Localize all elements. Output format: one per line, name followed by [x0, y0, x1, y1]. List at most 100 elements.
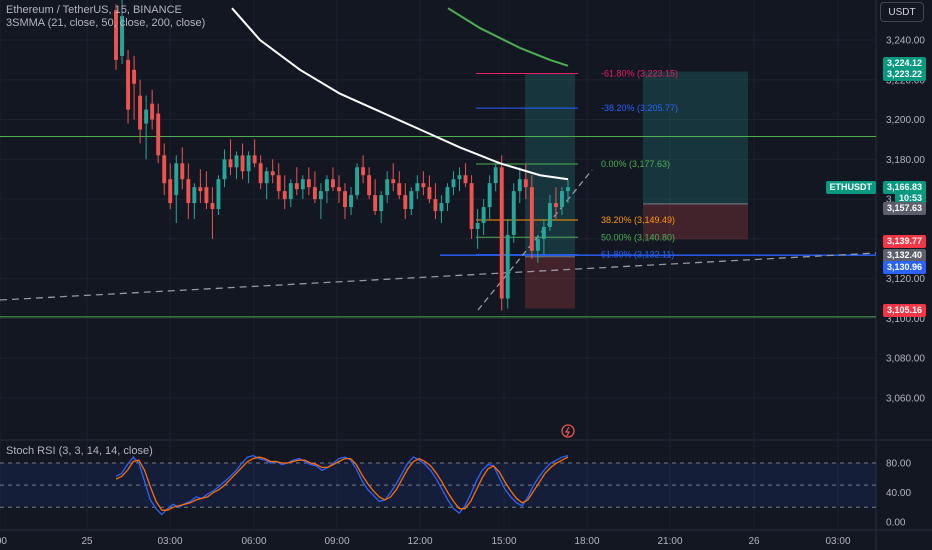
candle-down — [276, 175, 281, 192]
candle-up — [379, 195, 384, 212]
price-axis: 3,240.003,220.003,200.003,180.003,160.00… — [886, 36, 925, 405]
price-tick-label: 3,240.00 — [886, 36, 925, 47]
candle-down — [294, 183, 299, 190]
candle-up — [144, 109, 149, 124]
time-tick-label: 03:00 — [825, 536, 850, 547]
time-tick-label: 09:00 — [324, 536, 349, 547]
countdown-label: 10:53 — [894, 192, 926, 205]
fibonacci-retracement: -61.80% (3,223.15) -38.20% (3,205.77) 0.00… — [476, 69, 678, 260]
candle-up — [439, 203, 444, 212]
sma-200-line — [447, 7, 569, 67]
candle-up — [324, 179, 329, 192]
candle-down — [210, 203, 215, 210]
time-tick-label: 26 — [748, 536, 760, 547]
time-tick-label: 25 — [81, 536, 93, 547]
candle-up — [349, 195, 353, 208]
chart-title: Ethereum / TetherUS, 15, BINANCE — [6, 4, 182, 16]
gray-price-label: 3,132.40 — [882, 249, 926, 262]
candle-down — [403, 195, 408, 210]
fib-level-label: -61.80% (3,223.15) — [601, 69, 678, 79]
last-price-label: 3,166.83 — [882, 181, 926, 194]
candle-up — [487, 183, 492, 208]
candle-up — [409, 191, 414, 210]
candle-down — [397, 183, 402, 196]
price-tick-label: 3,100.00 — [886, 314, 925, 325]
symbol-label: ETHUSDT — [825, 181, 876, 194]
candle-down — [168, 179, 173, 204]
candle-down — [427, 187, 432, 200]
candle-up — [445, 187, 450, 204]
candle-down — [553, 203, 558, 208]
price-tick-label: 3,120.00 — [886, 274, 925, 285]
candle-down — [337, 187, 341, 192]
candle-down — [180, 163, 185, 180]
candle-down — [186, 179, 191, 204]
candle-down — [150, 103, 155, 120]
candle-down — [367, 175, 372, 196]
low-stop-price-label: 3,105.16 — [882, 304, 926, 317]
long-position-2-target-zone — [643, 71, 748, 204]
candle-up — [481, 207, 486, 223]
candle-down — [433, 199, 438, 212]
time-tick-label: 12:00 — [407, 536, 432, 547]
tp-top-price-label: 3,224.12 — [882, 57, 926, 70]
candle-down — [270, 171, 275, 176]
candle-up — [505, 234, 510, 299]
dashed-trend-line — [477, 169, 593, 311]
candle-down — [240, 155, 245, 172]
candle-up — [288, 183, 293, 200]
candle-down — [114, 10, 118, 60]
sma-lines — [231, 7, 569, 181]
currency-button[interactable]: USDT — [880, 2, 924, 22]
candle-up — [457, 175, 462, 180]
candle-down — [138, 95, 143, 130]
entry-price-label: 3,157.63 — [882, 202, 926, 215]
rsi-tick-label: 80.00 — [886, 459, 911, 470]
candle-up — [192, 187, 197, 204]
tp-price-label: 3,223.22 — [882, 68, 926, 81]
candle-down — [312, 187, 317, 200]
rsi-tick-label: 40.00 — [886, 488, 911, 499]
candle-up — [222, 159, 227, 180]
candle-up — [511, 191, 516, 235]
lightning-bolt-icon — [564, 426, 570, 437]
stoch-rsi-pane: 80.00 40.00 0.00 — [0, 454, 911, 529]
candle-down — [523, 179, 528, 188]
rsi-tick-label: 0.00 — [886, 518, 906, 529]
candle-down — [132, 69, 137, 84]
candle-down — [361, 167, 366, 176]
candle-down — [421, 183, 426, 188]
stop-price-label: 3,139.77 — [882, 235, 926, 248]
blue-line-price-label: 3,130.96 — [882, 261, 926, 274]
candlesticks — [114, 0, 570, 311]
candle-down — [343, 191, 347, 208]
candle-up — [120, 16, 124, 56]
fib-level-label: 38.20% (3,149.49) — [601, 215, 675, 225]
candle-up — [385, 179, 390, 196]
candle-up — [318, 191, 323, 200]
candle-down — [126, 59, 131, 110]
candle-up — [264, 171, 269, 184]
candle-down — [331, 179, 335, 188]
candle-up — [566, 187, 570, 192]
candle-down — [499, 167, 504, 299]
fib-level-label: 61.80% (3,132.11) — [601, 250, 674, 260]
candle-down — [529, 187, 534, 251]
candle-up — [517, 179, 522, 192]
time-tick-label: 21:00 — [657, 536, 682, 547]
price-tick-label: 3,180.00 — [886, 155, 925, 166]
candle-down — [204, 187, 209, 204]
dashed-trend-line — [0, 252, 877, 301]
candle-down — [252, 155, 257, 164]
fib-level-label: 50.00% (3,140.80) — [601, 232, 675, 242]
fib-level-label: 0.00% (3,177.63) — [601, 159, 670, 169]
time-axis: :00 25 03:00 06:00 09:00 12:00 15:00 18:00 21:00… — [0, 536, 851, 547]
time-tick-label: 18:00 — [574, 536, 599, 547]
candle-up — [246, 155, 251, 172]
candle-up — [355, 167, 360, 196]
time-tick-label: 03:00 — [157, 536, 182, 547]
fib-level-label: -38.20% (3,205.77) — [601, 103, 678, 113]
candle-down — [228, 159, 233, 168]
